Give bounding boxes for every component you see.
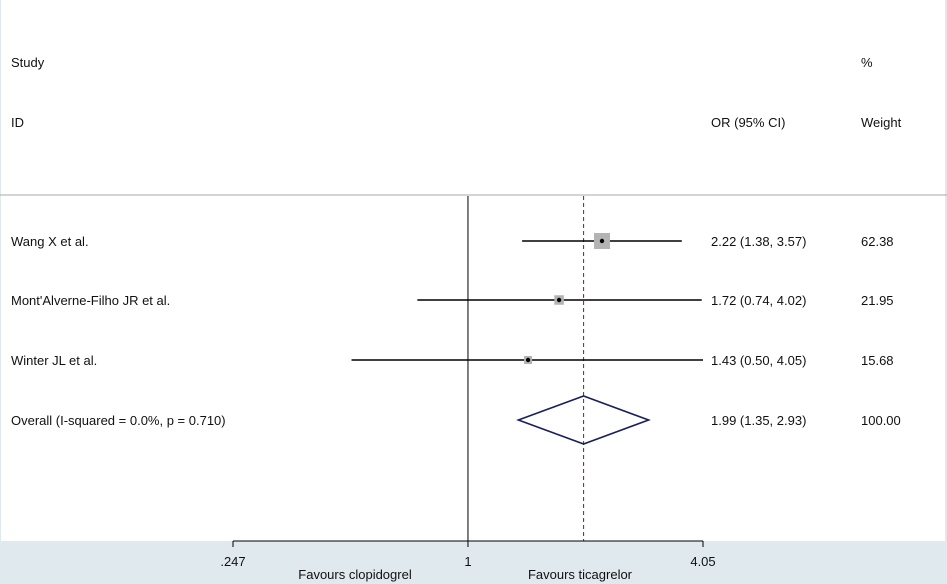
overall-weight: 100.00 [861,413,901,428]
study-weight: 62.38 [861,234,894,249]
study-weight: 15.68 [861,353,894,368]
header-study: Study [11,55,45,70]
study-ci-text: 2.22 (1.38, 3.57) [711,234,807,249]
study-label: Wang X et al. [11,234,89,249]
header-id: ID [11,115,24,130]
study-ci-text: 1.72 (0.74, 4.02) [711,293,807,308]
overall-diamond [516,395,651,445]
study-label: Mont'Alverne-Filho JR et al. [11,293,171,308]
study-point [599,238,605,244]
axis-band [0,541,947,584]
study-point [556,297,562,303]
favours-left-label: Favours clopidogrel [298,567,412,582]
study-label: Winter JL et al. [11,353,98,368]
overall-label: Overall (I-squared = 0.0%, p = 0.710) [11,413,226,428]
study-point [525,357,531,363]
header-percent: % [861,55,873,70]
x-tick-label: .247 [220,554,245,569]
study-ci-text: 1.43 (0.50, 4.05) [711,353,807,368]
header-ci: OR (95% CI) [711,115,786,130]
header-weight: Weight [861,115,902,130]
x-tick-label: 1 [464,554,471,569]
overall-ci-text: 1.99 (1.35, 2.93) [711,413,807,428]
study-weight: 21.95 [861,293,894,308]
favours-right-label: Favours ticagrelor [527,567,633,582]
x-tick-label: 4.05 [690,554,715,569]
